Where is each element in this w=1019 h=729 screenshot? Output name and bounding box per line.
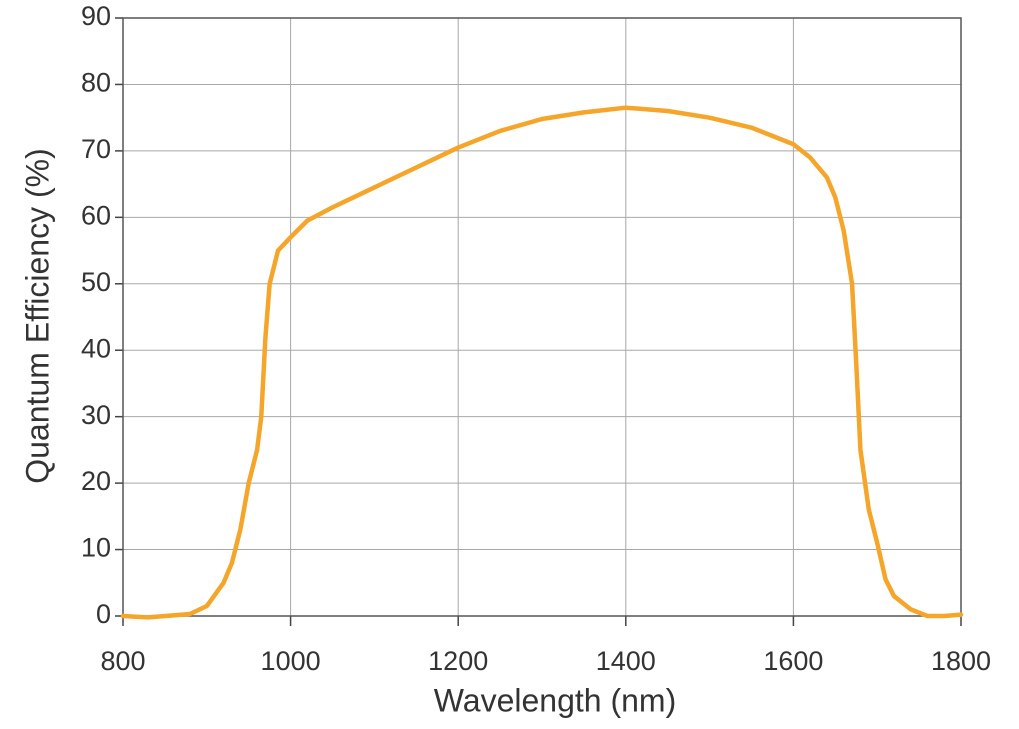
y-tick-label: 50: [81, 267, 111, 297]
x-tick-label: 1000: [261, 646, 321, 676]
plot-frame: [122, 17, 962, 617]
y-tick-label: 80: [81, 68, 111, 98]
x-tick-label: 800: [100, 646, 145, 676]
y-tick-label: 60: [81, 200, 111, 230]
y-tick-label: 10: [81, 533, 111, 563]
y-tick-label: 0: [96, 599, 111, 629]
y-tick-label: 20: [81, 466, 111, 496]
y-tick-label: 90: [81, 1, 111, 31]
y-tick-label: 40: [81, 333, 111, 363]
x-tick-label: 1200: [428, 646, 488, 676]
x-axis-title: Wavelength (nm): [434, 682, 676, 718]
x-tick-label: 1800: [931, 646, 991, 676]
data-line: [120, 105, 964, 620]
y-axis-title: Quantum Efficiency (%): [19, 148, 55, 484]
x-tick-label: 1600: [763, 646, 823, 676]
y-tick-label: 30: [81, 400, 111, 430]
y-tick-label: 70: [81, 134, 111, 164]
x-tick-label: 1400: [596, 646, 656, 676]
